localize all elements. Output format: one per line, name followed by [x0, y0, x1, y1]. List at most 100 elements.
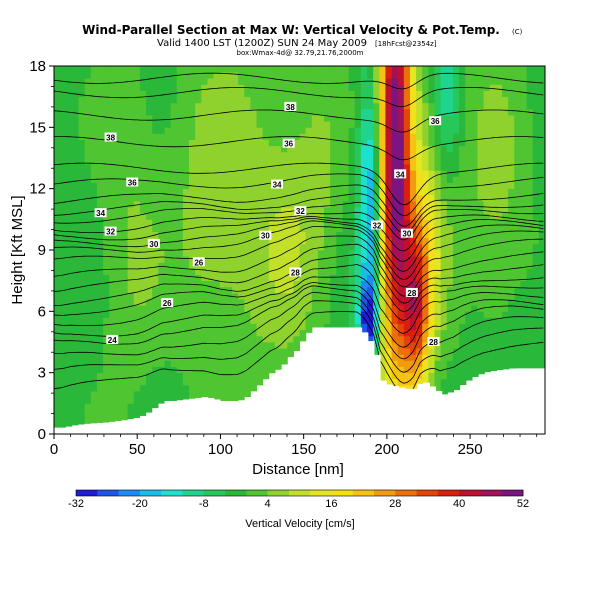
colorbar-segment — [331, 490, 354, 496]
heatmap-cell — [182, 84, 190, 91]
heatmap-cell — [348, 317, 356, 324]
heatmap-cell — [373, 164, 380, 171]
heatmap-cell — [103, 237, 110, 245]
heatmap-cell — [397, 139, 405, 147]
heatmap-cell — [207, 317, 214, 324]
heatmap-cell — [60, 90, 67, 98]
heatmap-cell — [360, 207, 368, 214]
heatmap-cell — [182, 378, 190, 386]
heatmap-cell — [219, 127, 227, 134]
heatmap-cell — [139, 317, 147, 324]
heatmap-cell — [397, 262, 405, 269]
heatmap-cell — [422, 317, 429, 324]
heatmap-cell — [459, 151, 466, 159]
heatmap-cell — [434, 243, 442, 251]
heatmap-cell — [231, 219, 239, 226]
heatmap-cell — [54, 262, 61, 269]
heatmap-cell — [90, 96, 98, 104]
heatmap-cell — [403, 335, 411, 343]
heatmap-cell — [78, 292, 86, 300]
heatmap-cell — [287, 170, 294, 177]
heatmap-cell — [158, 372, 165, 380]
heatmap-cell — [281, 305, 288, 312]
heatmap-cell — [397, 348, 405, 355]
heatmap-cell — [182, 170, 190, 177]
heatmap-cell — [133, 286, 141, 294]
heatmap-cell — [158, 133, 165, 140]
heatmap-cell — [336, 108, 343, 116]
heatmap-cell — [72, 354, 79, 361]
heatmap-cell — [103, 194, 110, 202]
heatmap-cell — [354, 176, 362, 183]
heatmap-cell — [502, 115, 509, 122]
heatmap-cell — [526, 78, 534, 85]
heatmap-layer — [54, 66, 546, 435]
heatmap-cell — [483, 127, 491, 134]
heatmap-cell — [483, 299, 491, 306]
heatmap-cell — [182, 384, 190, 392]
heatmap-cell — [409, 262, 417, 269]
heatmap-cell — [231, 384, 239, 392]
heatmap-cell — [219, 108, 227, 116]
heatmap-cell — [367, 115, 374, 122]
heatmap-cell — [60, 102, 67, 110]
heatmap-cell — [311, 121, 319, 128]
heatmap-cell — [471, 366, 478, 374]
heatmap-cell — [483, 194, 491, 202]
heatmap-cell — [465, 348, 472, 355]
heatmap-cell — [391, 243, 399, 251]
heatmap-cell — [139, 108, 147, 116]
heatmap-cell — [84, 262, 92, 269]
heatmap-cell — [201, 164, 208, 171]
heatmap-cell — [489, 280, 497, 288]
heatmap-cell — [182, 115, 190, 122]
heatmap-cell — [121, 200, 129, 208]
heatmap-cell — [133, 335, 141, 343]
heatmap-cell — [489, 90, 497, 98]
heatmap-cell — [477, 286, 485, 294]
heatmap-cell — [422, 243, 429, 251]
heatmap-cell — [440, 299, 448, 306]
heatmap-cell — [379, 354, 386, 361]
heatmap-cell — [256, 305, 264, 312]
heatmap-cell — [324, 127, 331, 134]
heatmap-cell — [311, 188, 319, 196]
heatmap-cell — [54, 342, 61, 349]
heatmap-cell — [526, 170, 534, 177]
heatmap-cell — [109, 243, 116, 251]
heatmap-cell — [103, 256, 110, 263]
heatmap-cell — [324, 115, 331, 122]
heatmap-cell — [231, 194, 239, 202]
heatmap-cell — [54, 256, 61, 263]
heatmap-cell — [274, 78, 282, 85]
heatmap-cell — [459, 158, 466, 165]
heatmap-cell — [268, 164, 276, 171]
heatmap-cell — [225, 256, 233, 263]
heatmap-cell — [121, 158, 129, 165]
heatmap-cell — [90, 415, 98, 423]
heatmap-cell — [526, 317, 534, 324]
heatmap-cell — [459, 317, 466, 324]
heatmap-cell — [60, 145, 67, 153]
heatmap-cell — [115, 335, 122, 343]
heatmap-cell — [176, 250, 184, 257]
heatmap-cell — [72, 237, 79, 245]
heatmap-cell — [520, 243, 527, 251]
heatmap-cell — [170, 108, 178, 116]
heatmap-cell — [293, 256, 300, 263]
heatmap-cell — [213, 194, 221, 202]
heatmap-cell — [403, 311, 411, 318]
heatmap-cell — [84, 151, 92, 159]
heatmap-cell — [109, 213, 116, 220]
heatmap-cell — [90, 145, 98, 153]
heatmap-cell — [115, 250, 122, 257]
heatmap-cell — [182, 348, 190, 355]
heatmap-cell — [452, 151, 460, 159]
heatmap-cell — [348, 121, 356, 128]
heatmap-cell — [60, 121, 67, 128]
heatmap-cell — [262, 96, 270, 104]
heatmap-cell — [416, 329, 423, 337]
heatmap-cell — [96, 397, 104, 404]
heatmap-cell — [152, 292, 159, 300]
heatmap-cell — [502, 78, 509, 85]
